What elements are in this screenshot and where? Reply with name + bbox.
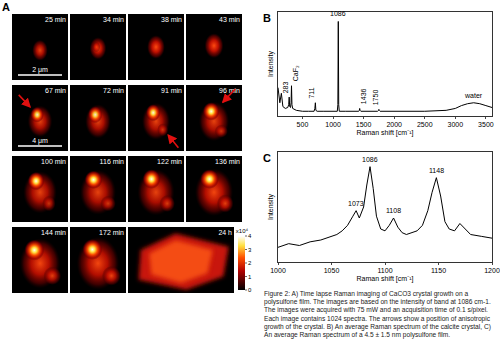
svg-text:0: 0 — [248, 287, 252, 293]
svg-text:711: 711 — [308, 87, 315, 98]
svg-text:43 min: 43 min — [219, 16, 240, 23]
svg-text:172 min: 172 min — [99, 229, 124, 236]
svg-text:72 min: 72 min — [103, 87, 124, 94]
svg-text:2000: 2000 — [386, 121, 402, 128]
svg-text:2500: 2500 — [417, 121, 433, 128]
svg-text:283: 283 — [282, 81, 289, 93]
svg-text:1073: 1073 — [348, 200, 364, 207]
svg-text:1500: 1500 — [356, 121, 372, 128]
svg-text:Raman shift [cm⁻¹]: Raman shift [cm⁻¹] — [357, 129, 414, 137]
svg-text:C: C — [263, 152, 271, 164]
svg-text:1000: 1000 — [325, 121, 341, 128]
svg-text:1086: 1086 — [362, 156, 378, 163]
svg-text:x10⁴: x10⁴ — [236, 228, 249, 234]
svg-text:96 min: 96 min — [219, 87, 240, 94]
svg-text:1750: 1750 — [372, 90, 379, 106]
svg-text:24 h: 24 h — [218, 229, 232, 236]
svg-text:122 min: 122 min — [157, 158, 182, 165]
svg-text:water: water — [464, 92, 483, 99]
svg-text:25 min: 25 min — [45, 16, 66, 23]
svg-text:1108: 1108 — [386, 207, 401, 214]
svg-text:1148: 1148 — [429, 167, 444, 174]
svg-text:3: 3 — [248, 247, 252, 253]
svg-text:1100: 1100 — [377, 267, 392, 274]
svg-text:4: 4 — [248, 233, 252, 239]
svg-text:CaF₂: CaF₂ — [292, 65, 299, 81]
svg-text:136 min: 136 min — [215, 158, 240, 165]
svg-text:Raman shift [cm⁻¹]: Raman shift [cm⁻¹] — [357, 275, 414, 283]
svg-text:4 μm: 4 μm — [32, 137, 48, 145]
svg-text:144 min: 144 min — [41, 229, 66, 236]
svg-text:91 min: 91 min — [161, 87, 182, 94]
svg-text:38 min: 38 min — [161, 16, 182, 23]
svg-text:1436: 1436 — [360, 88, 367, 104]
html-text:Figure 2: A) Time lapse Raman: Figure 2: A) Time lapse Raman imaging of… — [264, 290, 491, 338]
svg-text:3000: 3000 — [448, 121, 464, 128]
svg-text:3500: 3500 — [478, 121, 494, 128]
svg-text:1200: 1200 — [484, 267, 500, 274]
svg-text:Intensity: Intensity — [267, 193, 275, 220]
svg-text:34 min: 34 min — [103, 16, 124, 23]
svg-text:116 min: 116 min — [100, 158, 124, 165]
svg-text:B: B — [263, 12, 271, 24]
svg-text:1050: 1050 — [324, 267, 340, 274]
svg-text:A: A — [2, 1, 10, 13]
svg-text:100 min: 100 min — [41, 158, 66, 165]
svg-text:2 μm: 2 μm — [32, 66, 48, 74]
svg-text:1: 1 — [248, 274, 252, 280]
svg-text:500: 500 — [297, 121, 309, 128]
svg-text:1150: 1150 — [431, 267, 446, 274]
svg-text:Intensity: Intensity — [267, 50, 275, 77]
svg-text:1000: 1000 — [270, 267, 286, 274]
svg-text:1086: 1086 — [330, 10, 346, 17]
svg-text:2: 2 — [248, 260, 252, 266]
svg-text:67 min: 67 min — [45, 87, 66, 94]
